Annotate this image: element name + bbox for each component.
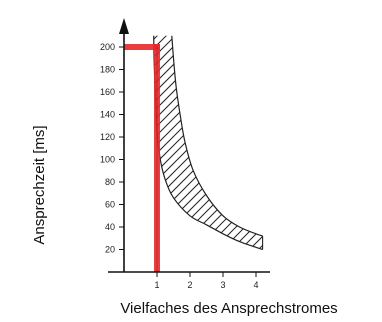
hatch-line bbox=[153, 35, 263, 250]
axes bbox=[108, 18, 270, 273]
hatch-line bbox=[258, 35, 263, 250]
x-tick-label: 1 bbox=[154, 280, 159, 290]
hatch-line bbox=[153, 35, 263, 250]
hatch-line bbox=[295, 0, 382, 322]
hatch-line bbox=[0, 0, 139, 322]
hatch-line bbox=[376, 0, 382, 322]
hatch-line bbox=[367, 0, 382, 322]
hatch-line bbox=[177, 35, 263, 250]
y-tick-label: 80 bbox=[105, 177, 115, 187]
y-axis-arrow bbox=[119, 18, 129, 34]
y-tick-label: 100 bbox=[100, 155, 115, 165]
x-axis-label: Vielfaches des Ansprechstromes bbox=[120, 300, 337, 317]
y-tick-label: 60 bbox=[105, 200, 115, 210]
hatch-line bbox=[153, 35, 194, 250]
y-tick-label: 20 bbox=[105, 245, 115, 255]
hatch-line bbox=[340, 0, 382, 322]
hatch-line bbox=[286, 0, 382, 322]
hatch-line bbox=[153, 35, 263, 250]
hatch-line bbox=[168, 35, 263, 250]
hatch-line bbox=[231, 35, 263, 250]
hatch-line bbox=[349, 0, 382, 322]
red-highlight bbox=[124, 44, 160, 272]
hatch-line bbox=[313, 0, 382, 322]
hatch-line bbox=[222, 35, 263, 250]
y-tick-label: 120 bbox=[100, 132, 115, 142]
hatch-line bbox=[240, 35, 263, 250]
x-tick-label: 3 bbox=[220, 280, 225, 290]
y-tick-label: 200 bbox=[100, 42, 115, 52]
hatch-line bbox=[153, 35, 263, 250]
hatch-line bbox=[204, 35, 263, 250]
x-ticks: 1 2 3 4 bbox=[154, 272, 259, 290]
band-upper-curve bbox=[171, 35, 263, 237]
hatch-line bbox=[249, 35, 263, 250]
hatch-line bbox=[153, 35, 263, 250]
hatch-line bbox=[213, 35, 263, 250]
y-axis-label: Ansprechzeit [ms] bbox=[31, 125, 48, 244]
hatch-line bbox=[186, 35, 263, 250]
hatch-line bbox=[195, 35, 263, 250]
hatch-line bbox=[153, 35, 263, 250]
y-ticks: 20 40 60 80 100 120 140 160 180 200 bbox=[100, 42, 124, 255]
y-tick-label: 140 bbox=[100, 110, 115, 120]
y-tick-label: 180 bbox=[100, 65, 115, 75]
hatch-line bbox=[268, 0, 382, 322]
y-tick-label: 40 bbox=[105, 222, 115, 232]
hatch-line bbox=[153, 35, 263, 250]
hatch-line bbox=[358, 0, 382, 322]
hatch-line bbox=[159, 35, 263, 250]
x-tick-label: 2 bbox=[187, 280, 192, 290]
hatch-line bbox=[304, 0, 382, 322]
hatch-line bbox=[322, 0, 382, 322]
x-tick-label: 4 bbox=[253, 280, 258, 290]
hatch-line bbox=[153, 35, 263, 250]
hatch-line bbox=[331, 0, 382, 322]
y-tick-label: 160 bbox=[100, 87, 115, 97]
hatch-line bbox=[277, 0, 382, 322]
hatch-line bbox=[153, 35, 263, 250]
hatch-line bbox=[153, 35, 221, 250]
